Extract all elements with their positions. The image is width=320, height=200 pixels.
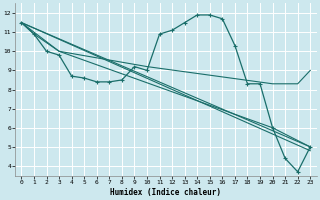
X-axis label: Humidex (Indice chaleur): Humidex (Indice chaleur) (110, 188, 221, 197)
